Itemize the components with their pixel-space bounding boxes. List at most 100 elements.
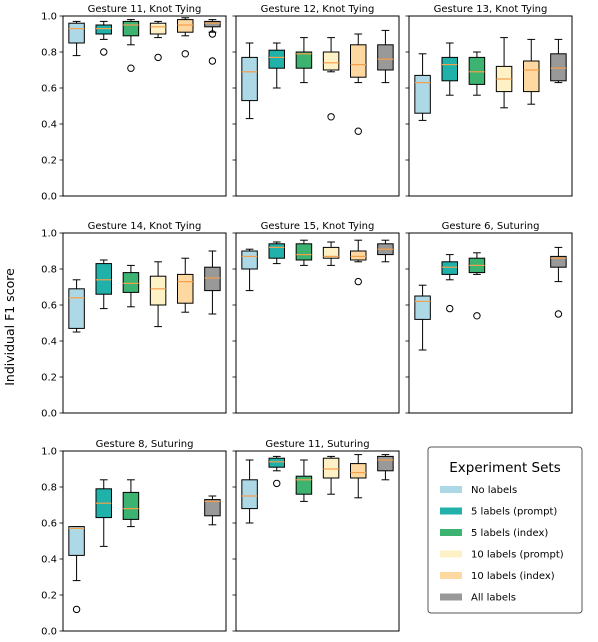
box-5-labels-index bbox=[122, 264, 140, 308]
outlier-point bbox=[208, 30, 217, 38]
box-no-labels bbox=[414, 53, 431, 121]
box-10-labels-index bbox=[350, 33, 367, 135]
outlier-point bbox=[273, 479, 281, 488]
subplot-title: Gesture 8, Suturing bbox=[96, 439, 194, 450]
legend-swatch bbox=[440, 593, 462, 601]
plot-frame bbox=[408, 15, 573, 197]
legend-label: 5 labels (prompt) bbox=[471, 507, 557, 518]
box-all-labels bbox=[377, 239, 394, 263]
legend-entry: 5 labels (index) bbox=[440, 528, 548, 539]
box-5-labels-prompt bbox=[268, 455, 285, 488]
box-5-labels-prompt bbox=[95, 259, 112, 310]
box-iqr bbox=[241, 250, 258, 270]
y-tick-label: 1.0 bbox=[41, 12, 57, 23]
outlier-point bbox=[446, 304, 454, 313]
box-5-labels-prompt bbox=[268, 241, 285, 265]
box-all-labels bbox=[550, 38, 567, 84]
box-iqr bbox=[322, 457, 340, 479]
box-10-labels-index bbox=[177, 17, 194, 58]
y-tick-label: 0.2 bbox=[41, 591, 57, 602]
box-10-labels-prompt bbox=[495, 37, 513, 109]
box-iqr bbox=[414, 74, 431, 114]
box-5-labels-index bbox=[122, 479, 140, 528]
outlier-point bbox=[354, 127, 362, 135]
box-iqr bbox=[377, 44, 394, 71]
subplot-grid: Gesture 11, Knot Tying 0.0 0.2 0.4 0.6 0.8 1.0… bbox=[41, 4, 573, 638]
box-iqr bbox=[149, 275, 167, 306]
box-iqr bbox=[95, 263, 112, 295]
legend-label: All labels bbox=[471, 593, 516, 604]
box-no-labels bbox=[241, 248, 258, 292]
box-no-labels bbox=[241, 459, 258, 524]
y-tick-label: 0.4 bbox=[41, 555, 57, 566]
plot-frame bbox=[235, 450, 400, 632]
subplot-4: Gesture 14, Knot Tying 0.0 0.2 0.4 0.6 0.8 1.0 bbox=[41, 221, 227, 420]
outlier-point bbox=[473, 312, 481, 320]
box-no-labels bbox=[68, 20, 85, 57]
box-iqr bbox=[468, 56, 486, 85]
box-5-labels-index bbox=[295, 37, 313, 84]
box-5-labels-index bbox=[295, 459, 313, 502]
box-iqr bbox=[268, 49, 285, 69]
box-no-labels bbox=[68, 526, 85, 614]
box-no-labels bbox=[241, 42, 258, 120]
outlier-point bbox=[72, 605, 81, 614]
y-tick-label: 0.0 bbox=[41, 192, 57, 203]
box-iqr bbox=[350, 463, 367, 479]
box-iqr bbox=[523, 60, 540, 93]
y-tick-label: 0.4 bbox=[41, 120, 57, 131]
legend-swatch bbox=[440, 529, 462, 536]
box-iqr bbox=[550, 255, 567, 268]
box-5-labels-index bbox=[122, 19, 140, 72]
box-all-labels bbox=[204, 19, 221, 65]
y-tick-label: 0.4 bbox=[41, 337, 57, 348]
box-5-labels-prompt bbox=[95, 20, 112, 56]
legend-title: Experiment Sets bbox=[449, 460, 561, 476]
subplot-title: Gesture 15, Knot Tying bbox=[261, 221, 375, 232]
box-iqr bbox=[550, 53, 567, 82]
legend-entries: No labels 5 labels (prompt) 5 labels (inde… bbox=[440, 485, 564, 604]
box-10-labels-index bbox=[523, 38, 540, 105]
box-all-labels bbox=[204, 495, 221, 526]
box-iqr bbox=[68, 22, 85, 44]
legend-swatch bbox=[440, 550, 462, 558]
box-all-labels bbox=[377, 454, 394, 481]
box-all-labels bbox=[550, 246, 567, 318]
y-tick-label: 0.0 bbox=[41, 627, 57, 638]
box-iqr bbox=[177, 19, 194, 33]
box-all-labels bbox=[204, 250, 221, 315]
box-iqr bbox=[122, 20, 140, 37]
legend-label: 10 labels (index) bbox=[471, 571, 555, 582]
box-iqr bbox=[68, 526, 85, 556]
box-10-labels-prompt bbox=[322, 455, 340, 495]
box-iqr bbox=[322, 51, 340, 71]
box-iqr bbox=[441, 261, 458, 275]
box-5-labels-prompt bbox=[441, 254, 458, 313]
y-tick-label: 0.2 bbox=[41, 156, 57, 167]
subplot-1: Gesture 11, Knot Tying 0.0 0.2 0.4 0.6 0.8 1.0 bbox=[41, 4, 227, 203]
box-10-labels-index bbox=[177, 257, 194, 313]
subplot-title: Gesture 11, Knot Tying bbox=[88, 4, 202, 15]
legend-entry: 5 labels (prompt) bbox=[440, 507, 557, 518]
y-tick-label: 0.6 bbox=[41, 84, 57, 95]
box-5-labels-index bbox=[468, 51, 486, 96]
box-all-labels bbox=[377, 29, 394, 84]
outlier-point bbox=[181, 50, 189, 58]
subplot-title: Gesture 14, Knot Tying bbox=[88, 221, 202, 232]
box-iqr bbox=[204, 266, 221, 292]
outlier-point bbox=[327, 113, 335, 121]
plot-frame bbox=[62, 15, 227, 197]
y-tick-label: 0.2 bbox=[41, 373, 57, 384]
legend-entry: All labels bbox=[440, 593, 516, 604]
plot-frame bbox=[235, 232, 400, 414]
subplot-7: Gesture 8, Suturing 0.0 0.2 0.4 0.6 0.8 1.0 bbox=[41, 439, 227, 638]
box-iqr bbox=[149, 22, 167, 35]
legend: Experiment Sets No labels 5 labels (promp… bbox=[427, 446, 583, 614]
box-10-labels-index bbox=[350, 454, 367, 499]
legend-entry: 10 labels (prompt) bbox=[440, 550, 564, 561]
subplot-title: Gesture 6, Suturing bbox=[442, 221, 540, 232]
y-tick-label: 0.0 bbox=[41, 409, 57, 420]
box-iqr bbox=[295, 51, 313, 69]
plot-frame bbox=[62, 232, 227, 414]
legend-label: 5 labels (index) bbox=[471, 528, 548, 539]
